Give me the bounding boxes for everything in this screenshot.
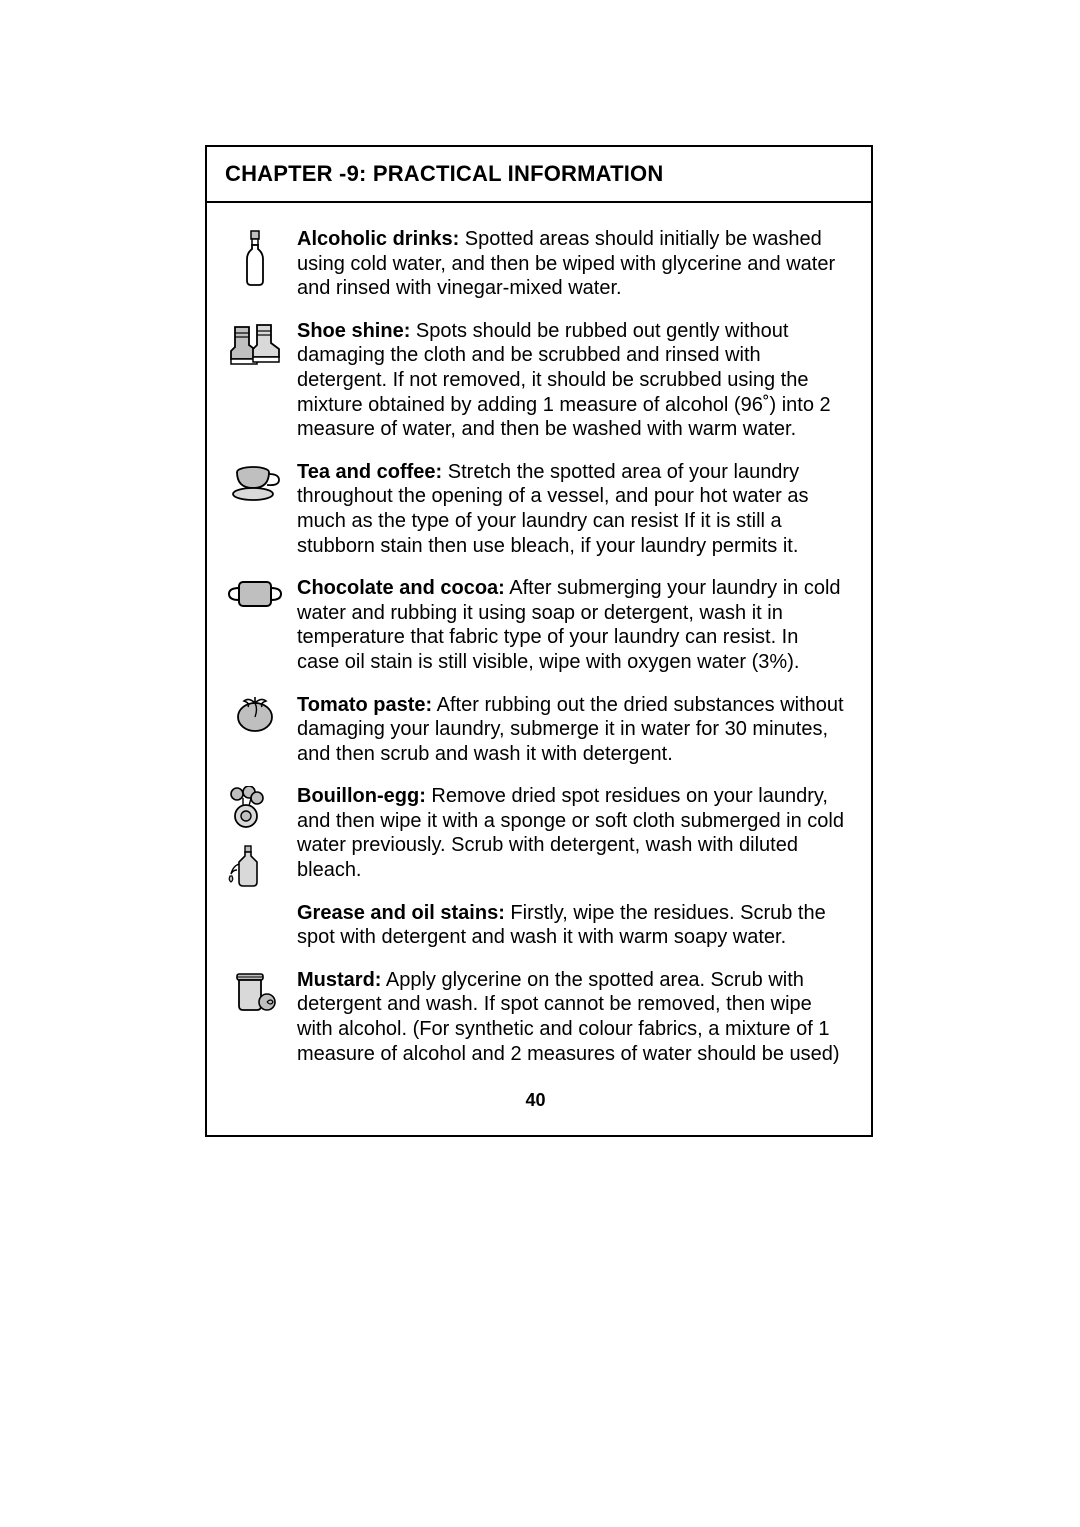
entry-tomato: Tomato paste: After rubbing out the drie… [225,693,846,767]
entry-text: Shoe shine: Spots should be rubbed out g… [285,319,846,442]
broccoli-egg-icon [225,786,267,830]
icon-col [225,460,285,504]
entry-label: Tomato paste: [297,694,432,716]
icon-col [225,784,285,888]
entry-text-group: Bouillon-egg: Remove dried spot residues… [285,784,846,950]
icon-col [225,693,285,733]
chapter-title: CHAPTER -9: PRACTICAL INFORMATION [225,161,853,187]
chapter-header: CHAPTER -9: PRACTICAL INFORMATION [207,147,871,203]
entry-bouillon-grease: Bouillon-egg: Remove dried spot residues… [225,784,846,950]
page-number: 40 [225,1084,846,1125]
icon-col [225,227,285,287]
icon-col [225,576,285,612]
entry-label: Chocolate and cocoa: [297,577,505,599]
entry-alcoholic: Alcoholic drinks: Spotted areas should i… [225,227,846,301]
entry-label: Alcoholic drinks: [297,228,459,250]
icon-col [225,968,285,1014]
entry-text: Alcoholic drinks: Spotted areas should i… [285,227,846,301]
entry-label: Mustard: [297,969,381,991]
oil-bottle-icon [225,844,261,888]
entry-teacoffee: Tea and coffee: Stretch the spotted area… [225,460,846,558]
entry-label: Bouillon-egg: [297,785,426,807]
entry-text: Tomato paste: After rubbing out the drie… [285,693,846,767]
bottle-icon [241,229,269,287]
entry-text: Mustard: Apply glycerine on the spotted … [285,968,846,1066]
entry-bouillon-text: Bouillon-egg: Remove dried spot residues… [297,784,846,882]
entry-label: Grease and oil stains: [297,902,505,924]
mustard-jar-icon [231,970,279,1014]
icon-col [225,319,285,369]
content-area: Alcoholic drinks: Spotted areas should i… [207,203,871,1135]
entry-chocolate: Chocolate and cocoa: After submerging yo… [225,576,846,674]
tomato-icon [234,695,276,733]
document-page: CHAPTER -9: PRACTICAL INFORMATION Alcoho… [205,145,873,1137]
entry-label: Tea and coffee: [297,461,442,483]
mug-icon [227,578,283,612]
entry-mustard: Mustard: Apply glycerine on the spotted … [225,968,846,1066]
entry-label: Shoe shine: [297,320,410,342]
boots-icon [227,321,283,369]
entry-grease-text: Grease and oil stains: Firstly, wipe the… [297,901,846,950]
entry-text: Tea and coffee: Stretch the spotted area… [285,460,846,558]
cup-saucer-icon [229,462,281,504]
entry-text: Chocolate and cocoa: After submerging yo… [285,576,846,674]
entry-shoeshine: Shoe shine: Spots should be rubbed out g… [225,319,846,442]
